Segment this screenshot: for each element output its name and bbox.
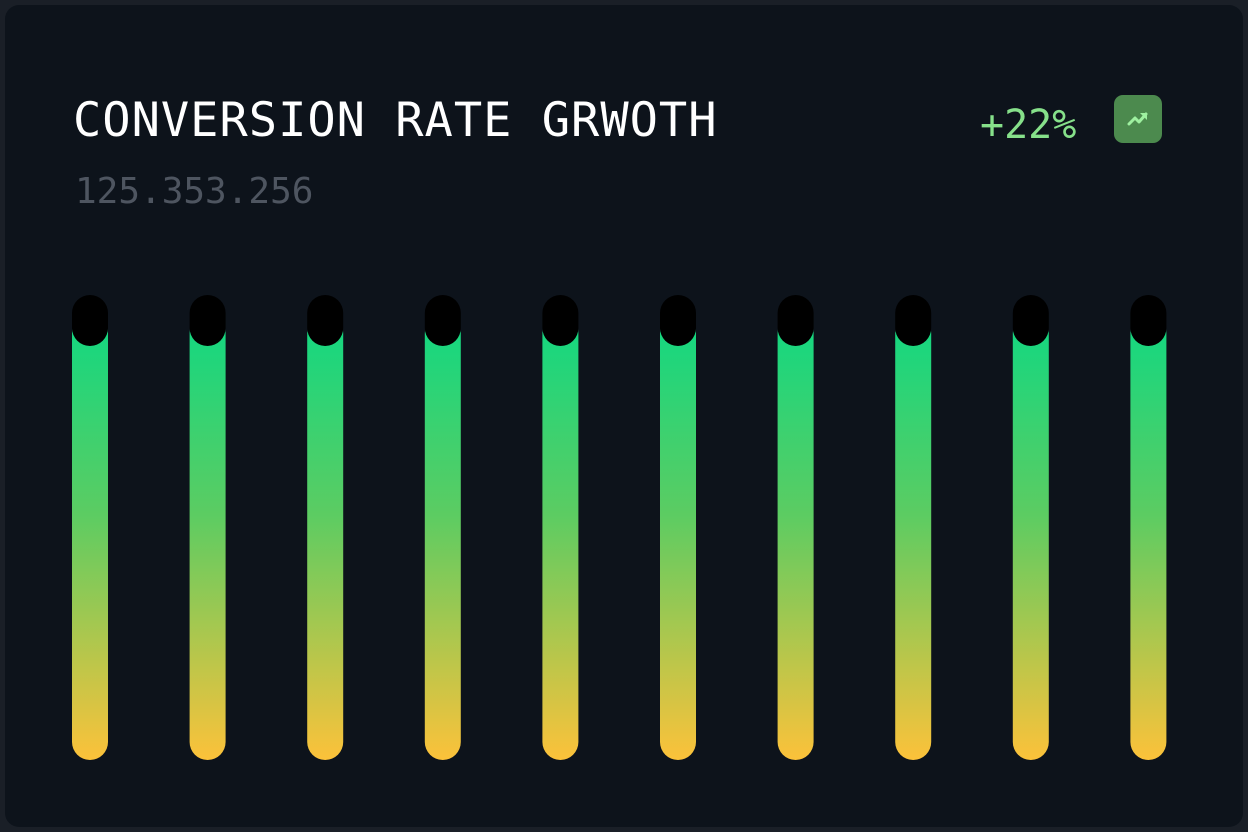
trending-up-icon xyxy=(1127,112,1148,126)
bar-cap-1 xyxy=(72,295,108,346)
bar-8 xyxy=(895,315,932,760)
bar-cap-3 xyxy=(307,295,344,346)
bar-2 xyxy=(189,315,226,760)
bar-cap-10 xyxy=(1130,295,1167,346)
bar-cap-4 xyxy=(424,295,461,346)
bar-cap-7 xyxy=(777,295,814,346)
growth-percent: +22% xyxy=(980,102,1077,148)
bar-10 xyxy=(1130,315,1167,760)
bar-3 xyxy=(307,315,344,760)
bar-7 xyxy=(777,315,814,760)
trending-up-badge xyxy=(1114,95,1162,143)
bar-4 xyxy=(424,315,461,760)
bar-cap-6 xyxy=(660,295,696,346)
bar-6 xyxy=(660,315,696,760)
total-value: 125.353.256 xyxy=(75,171,314,212)
bar-cap-2 xyxy=(189,295,226,346)
bar-cap-5 xyxy=(542,295,579,346)
card-title: CONVERSION RATE GRWOTH xyxy=(73,93,718,148)
bar-1 xyxy=(72,315,108,760)
bar-cap-8 xyxy=(895,295,932,346)
bar-9 xyxy=(1012,315,1049,760)
bar-cap-9 xyxy=(1012,295,1049,346)
bar-5 xyxy=(542,315,579,760)
